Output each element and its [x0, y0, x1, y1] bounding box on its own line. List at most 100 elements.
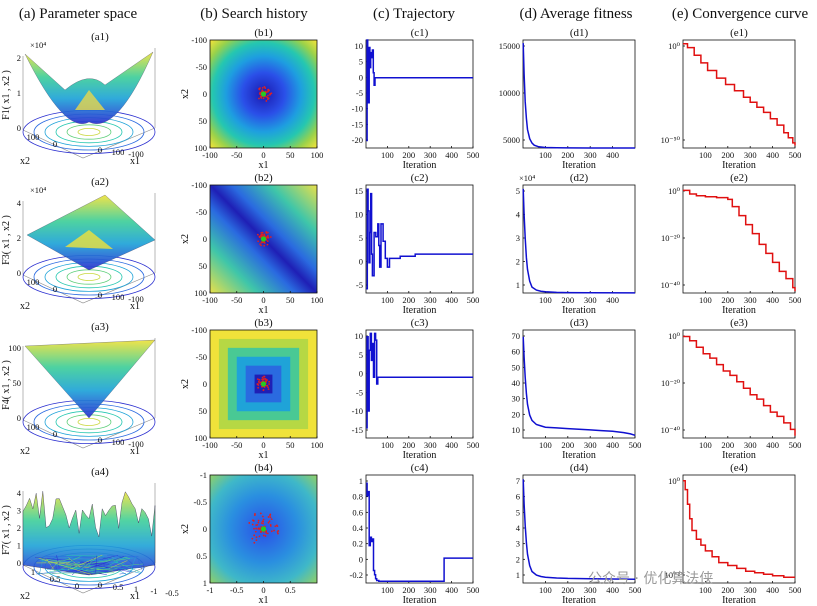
surface-peak: [75, 90, 105, 110]
plot-frame: [682, 329, 796, 439]
subplot-title: (c1): [411, 27, 429, 39]
x-tick-label: 500: [629, 585, 642, 595]
series-line-trajectory: [366, 332, 473, 429]
x-axis-label: Iteration: [722, 450, 756, 461]
y-axis-label: x2: [20, 156, 30, 167]
y-tick-label: 10⁻⁴⁰: [661, 280, 681, 290]
history-point: [260, 522, 263, 524]
history-point: [256, 383, 259, 386]
history-point: [266, 532, 269, 535]
history-point: [248, 522, 251, 524]
y-tick-label: -100: [191, 180, 207, 190]
y-tick-label: 100: [27, 277, 40, 287]
x-axis-label: x1: [130, 446, 140, 457]
x-tick-label: 100: [699, 150, 712, 160]
z-axis-label: F3( x1 , x2 ): [1, 215, 12, 265]
x-tick-label: 100: [112, 292, 125, 302]
axis-exponent: ×10⁴: [519, 173, 535, 183]
x-tick-label: 400: [766, 585, 779, 595]
contour-scribble: [83, 568, 118, 571]
history-point: [261, 231, 264, 234]
series-line-average-fitness: [522, 336, 636, 437]
y-tick-label: 0.8: [352, 492, 363, 502]
plot-frame: [522, 474, 636, 584]
y-tick-label: 50: [199, 116, 208, 126]
x-tick-label: 200: [402, 440, 415, 450]
history-point: [267, 97, 270, 100]
column-header-c: (c) Trajectory: [373, 6, 456, 22]
history-point: [261, 378, 264, 381]
subplot-title: (d3): [570, 317, 589, 329]
y-tick-label: 5000: [503, 135, 520, 145]
contour-scribble: [113, 566, 141, 574]
column-header-a: (a) Parameter space: [19, 6, 138, 22]
history-point: [256, 378, 259, 381]
x-axis-label: Iteration: [562, 450, 596, 461]
series-line-trajectory: [366, 482, 473, 583]
convergence-plot-3: (e3) 100 200 300 400 500 10⁰ 10⁻²⁰ 10⁻⁴⁰ Iteratio…: [661, 317, 802, 461]
history-point: [258, 535, 261, 538]
history-point: [261, 233, 264, 236]
plot-frame: [682, 39, 796, 149]
y-tick-label: 4: [516, 210, 521, 220]
y-tick-label: 100: [27, 422, 40, 432]
y-tick-label: 40: [512, 378, 521, 388]
subplot-title: (b2): [254, 172, 273, 184]
history-point: [260, 385, 263, 388]
subplot-title: (a2): [91, 176, 109, 188]
y-tick-label: 10⁻²⁰: [661, 378, 681, 388]
x-tick-label: 300: [424, 440, 437, 450]
subplot-title: (e2): [730, 172, 748, 184]
y-tick-label: 15000: [499, 41, 520, 51]
x-tick-label: 400: [766, 440, 779, 450]
z-tick-label: 100: [8, 343, 21, 353]
history-point: [261, 86, 264, 89]
surface-mesh: [22, 491, 156, 576]
y-tick-label: -50: [196, 62, 207, 72]
y-tick-label: 0.6: [352, 507, 363, 517]
x-tick-label: 0: [98, 580, 102, 590]
x-tick-label: 400: [445, 585, 458, 595]
series-line-best-fitness-log10-: [683, 43, 796, 146]
z-tick-label: 2: [17, 233, 21, 243]
z-tick-label: 4: [17, 198, 22, 208]
subplot-title: (b1): [254, 27, 273, 39]
x-tick-label: 200: [561, 295, 574, 305]
y-tick-label: 0: [203, 234, 207, 244]
y-tick-label: 2: [516, 554, 520, 564]
column-header-b: (b) Search history: [200, 6, 308, 22]
y-tick-label: 100: [194, 288, 207, 298]
contour-scribble: [108, 560, 128, 569]
history-point: [262, 520, 265, 523]
history-point: [256, 233, 259, 236]
x-tick-label: 300: [744, 440, 757, 450]
x-axis-label: Iteration: [403, 160, 437, 171]
x-tick-label: 0: [261, 440, 265, 450]
y-tick-label: 100: [194, 433, 207, 443]
x-tick-label: 0: [261, 295, 265, 305]
y-tick-label: 3: [516, 233, 520, 243]
trajectory-plot-2: (c2) 100 200 300 400 500 15 10 5 0 -5 Iteration: [355, 172, 480, 316]
column-header-e: (e) Convergence curve: [672, 6, 809, 22]
y-tick-label: 6: [516, 492, 520, 502]
series-line-best-fitness-log10-: [683, 480, 795, 578]
x-tick-label: -100: [202, 150, 218, 160]
history-point: [262, 518, 265, 521]
y-tick-label: 4: [516, 523, 521, 533]
z-tick-label: 4: [17, 488, 22, 498]
x-tick-label: 50: [286, 295, 295, 305]
fitness-plot-4: (d4) 100 200 300 400 500 7 6 5 4 3 2 1 Iteration: [516, 462, 642, 606]
history-point: [257, 519, 260, 522]
history-point: [257, 240, 260, 243]
x-tick-label: 100: [311, 150, 324, 160]
y-axis-label: x2: [180, 524, 191, 534]
x-axis-label: Iteration: [722, 595, 756, 606]
contour-scribble: [137, 559, 143, 570]
history-point: [257, 521, 260, 524]
series-line-best-fitness-log10-: [683, 189, 796, 292]
history-point: [262, 378, 265, 380]
contour-scribble: [52, 567, 145, 574]
x-tick-label: 1: [134, 584, 138, 594]
